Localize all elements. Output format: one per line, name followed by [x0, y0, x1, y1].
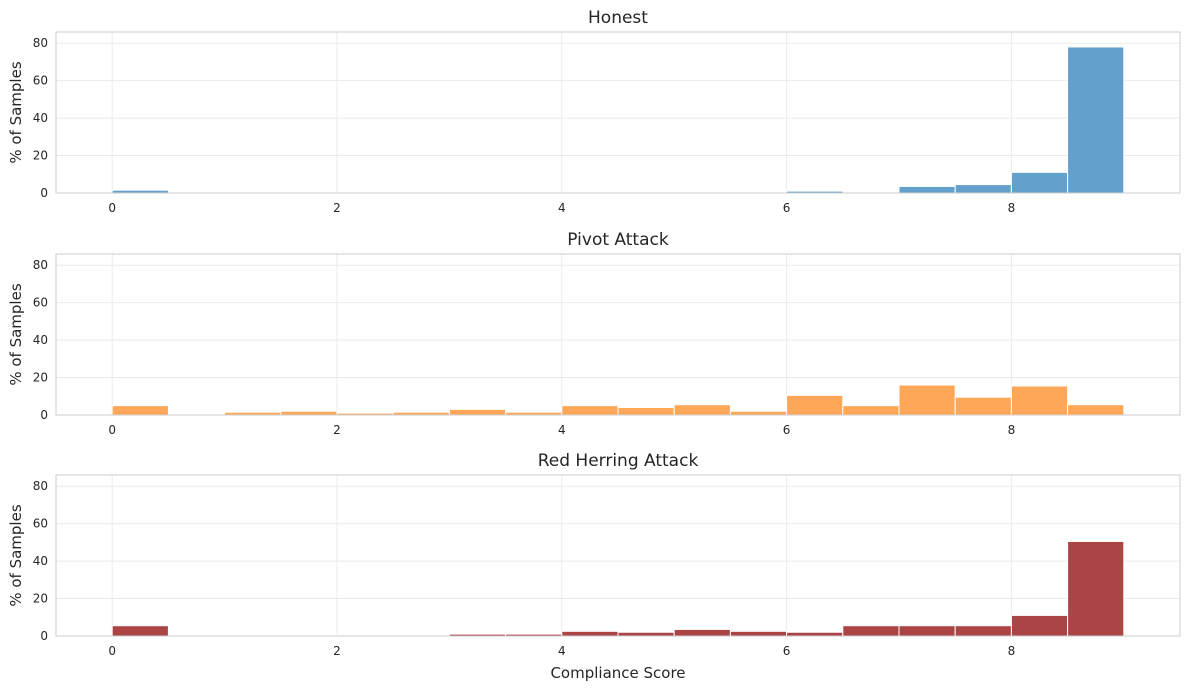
grid-lines [56, 475, 1180, 637]
bar [842, 625, 900, 637]
plot-frame [55, 31, 1181, 194]
x-tick-label: 0 [108, 423, 116, 437]
x-tick-label: 8 [1008, 644, 1016, 658]
x-tick-label: 6 [783, 644, 791, 658]
bar [1067, 540, 1125, 637]
y-tick-label: 0 [40, 408, 48, 422]
bar [280, 410, 338, 416]
bar [111, 625, 169, 637]
y-tick-label: 20 [33, 592, 48, 606]
y-tick-label: 20 [33, 149, 48, 163]
x-tick-label: 8 [1008, 423, 1016, 437]
y-tick-label: 0 [40, 186, 48, 200]
y-tick-label: 40 [33, 554, 48, 568]
bar [954, 625, 1012, 637]
bars [111, 46, 1125, 194]
bar [786, 631, 844, 637]
x-tick-label: 0 [108, 201, 116, 215]
bar [1010, 385, 1069, 416]
x-tick-label: 6 [783, 423, 791, 437]
bar [1010, 614, 1069, 637]
bar [786, 394, 844, 416]
bar [729, 410, 788, 416]
y-tick-label: 20 [33, 371, 48, 385]
y-axis-label: % of Samples [7, 283, 25, 385]
bar [898, 625, 956, 637]
bar [954, 396, 1012, 416]
y-tick-label: 60 [33, 296, 48, 310]
y-tick-label: 80 [33, 258, 48, 272]
bar [729, 630, 788, 637]
y-tick-label: 60 [33, 74, 48, 88]
x-tick-label: 8 [1008, 201, 1016, 215]
chart-panel-red-herring-attack: Red Herring Attack % of Samples Complian… [7, 451, 1181, 682]
bar [1067, 46, 1125, 194]
x-tick-label: 2 [333, 201, 341, 215]
y-axis-label: % of Samples [7, 61, 25, 163]
chart-title: Pivot Attack [567, 230, 669, 250]
bar [561, 630, 619, 637]
x-tick-label: 6 [783, 201, 791, 215]
y-tick-label: 40 [33, 111, 48, 125]
bar [673, 404, 731, 416]
chart-title: Red Herring Attack [538, 451, 699, 471]
bar [111, 405, 169, 416]
bar [617, 407, 675, 416]
x-tick-label: 2 [333, 644, 341, 658]
y-tick-label: 60 [33, 517, 48, 531]
y-tick-label: 0 [40, 629, 48, 643]
x-tick-label: 2 [333, 423, 341, 437]
grid-lines [56, 32, 1180, 194]
plot-frame [55, 253, 1181, 416]
x-tick-label: 4 [558, 201, 566, 215]
bar [448, 408, 507, 416]
y-tick-label: 40 [33, 333, 48, 347]
chart-title: Honest [588, 8, 648, 28]
x-axis-label: Compliance Score [550, 664, 685, 682]
plot-frame [55, 474, 1181, 637]
x-tick-label: 4 [558, 644, 566, 658]
y-axis-label: % of Samples [7, 504, 25, 606]
y-tick-label: 80 [33, 479, 48, 493]
bars [111, 384, 1125, 416]
x-tick-label: 0 [108, 644, 116, 658]
bar [898, 384, 956, 416]
y-tick-label: 80 [33, 36, 48, 50]
bar [673, 628, 731, 637]
bar [1067, 404, 1125, 416]
bar [842, 405, 900, 416]
bar [898, 185, 956, 194]
bar [954, 184, 1012, 194]
bar [561, 405, 619, 416]
bars [111, 540, 1125, 637]
bar [617, 631, 675, 637]
bar [1010, 171, 1069, 194]
x-tick-label: 4 [558, 423, 566, 437]
